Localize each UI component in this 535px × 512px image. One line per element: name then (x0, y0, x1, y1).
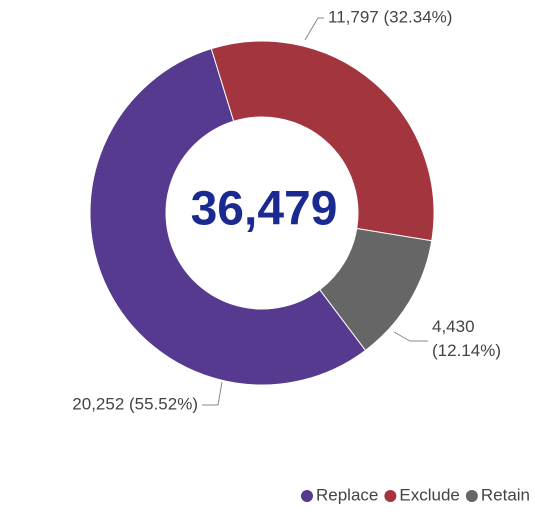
data-label: 4,430 (12.14%) (432, 317, 501, 360)
donut-slice (319, 227, 433, 352)
leader-line (202, 381, 223, 406)
legend-swatch (384, 490, 397, 502)
center-label: 36,479 (191, 183, 338, 236)
leader-line (393, 331, 428, 342)
legend-swatch (301, 490, 313, 502)
legend: Replace Exclude Retain (301, 485, 530, 504)
data-label: 20,252 (55.52%) (72, 394, 198, 413)
leader-line (304, 17, 324, 41)
legend-label: Exclude (399, 485, 459, 504)
legend-swatch (465, 490, 478, 502)
legend-label: Replace (316, 485, 378, 504)
legend-label: Retain (481, 485, 530, 504)
donut-slice (210, 40, 435, 242)
donut-slice (89, 48, 367, 386)
data-label: 11,797 (32.34%) (328, 7, 452, 26)
